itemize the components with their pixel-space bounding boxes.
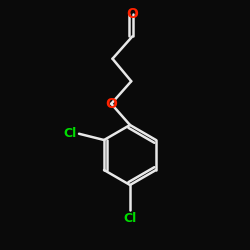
- Text: O: O: [105, 97, 117, 111]
- Text: Cl: Cl: [124, 212, 136, 224]
- Text: O: O: [126, 7, 138, 21]
- Text: Cl: Cl: [63, 127, 76, 140]
